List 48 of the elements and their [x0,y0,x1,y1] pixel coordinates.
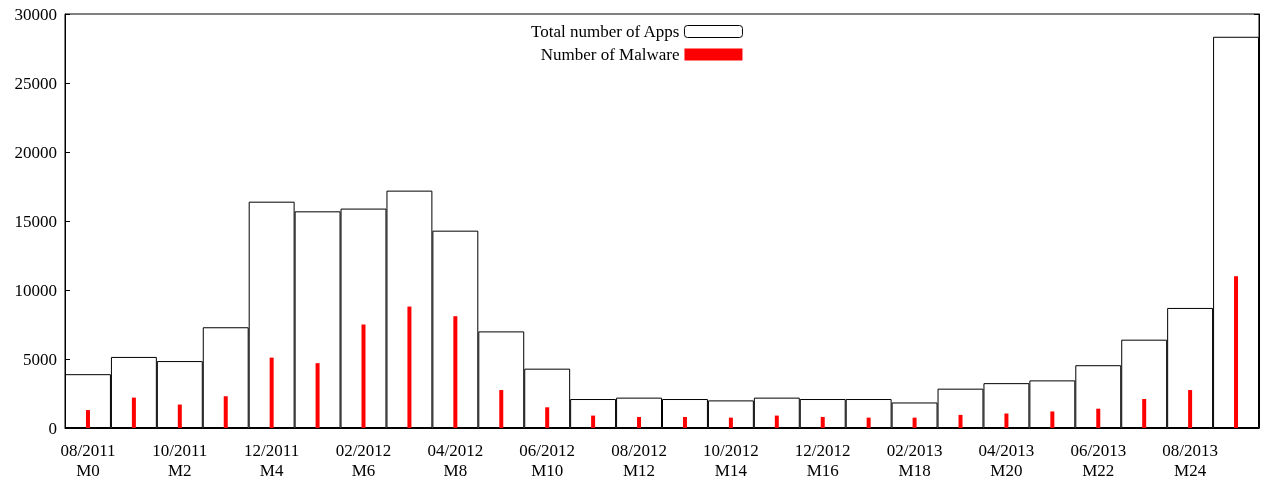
x-tick-label: 12/2011 M4 [244,440,300,480]
y-tick-label: 10000 [14,280,57,300]
bar [912,417,917,428]
bar [591,415,596,428]
x-tick-label: 06/2012 M10 [519,440,576,480]
bar [223,396,228,428]
x-tick-label: 08/2012 M12 [611,440,667,480]
bar [774,415,779,428]
y-tick-label: 0 [48,418,57,438]
x-tick-label: 06/2013 M22 [1070,440,1127,480]
x-tick-label: 04/2013 M20 [978,440,1035,480]
x-tick-label: 12/2012 M16 [794,440,851,480]
x-tick-label: 02/2012 M6 [335,440,392,480]
bar [1050,411,1055,428]
bar [1004,413,1009,428]
bar [315,363,320,428]
bar [269,357,274,428]
bar [453,316,458,428]
bar [820,416,825,428]
bar [177,404,182,428]
bar [545,407,550,428]
x-tick-label: 08/2011 M0 [60,440,116,480]
x-tick-label: 10/2011 M2 [152,440,208,480]
legend-label: Number of Malware [540,45,680,64]
legend-label: Total number of Apps [530,22,680,41]
bar [131,397,136,428]
bar [361,324,366,428]
y-tick-label: 15000 [14,211,57,231]
bar [866,417,871,428]
bar [1096,408,1101,428]
x-tick-label: 04/2012 M8 [427,440,484,480]
bar [958,414,963,428]
bar [1234,276,1239,428]
bar [1188,390,1193,428]
x-tick-label: 08/2013 M24 [1162,440,1218,480]
x-tick-label: 10/2012 M14 [703,440,759,480]
bar [682,416,687,428]
bar [728,417,733,428]
bar [85,410,90,428]
y-tick-label: 30000 [14,4,57,24]
x-tick-label: 02/2013 M18 [886,440,943,480]
y-tick-label: 5000 [23,349,57,369]
bar [637,416,642,428]
bar [1142,399,1147,428]
bar [407,306,412,428]
bar [499,390,504,428]
y-tick-label: 25000 [14,73,57,93]
y-tick-label: 20000 [14,142,57,162]
